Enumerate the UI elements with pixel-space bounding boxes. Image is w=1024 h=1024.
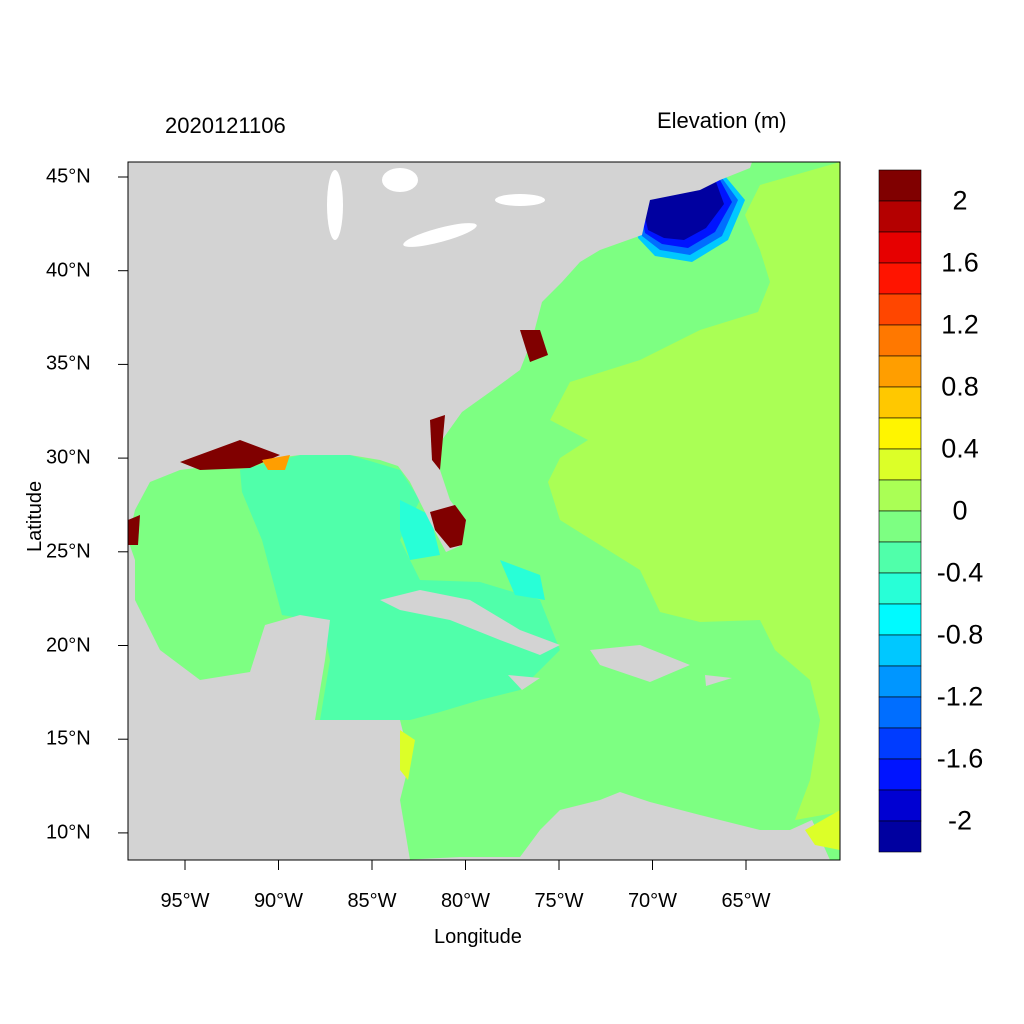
y-tick-label: 35°N	[46, 352, 91, 375]
colorbar-swatch	[878, 510, 922, 543]
variable-title: Elevation (m)	[657, 108, 787, 133]
colorbar-swatch	[878, 293, 922, 326]
coastal-positive-area	[805, 810, 840, 850]
x-tick-label: 95°W	[160, 890, 210, 912]
colorbar-swatch	[878, 324, 922, 357]
x-tick-label: 85°W	[347, 890, 397, 912]
south-america-land	[400, 792, 830, 860]
great-lakes	[327, 168, 545, 247]
y-tick-label: 45°N	[46, 165, 91, 188]
coastal-positive-area	[400, 730, 415, 780]
colorbar-label: 1.2	[941, 309, 979, 340]
colorbar-label: -1.2	[936, 681, 984, 712]
x-tick-label: 70°W	[627, 890, 678, 912]
colorbar-swatch	[878, 758, 922, 791]
colorbar-swatch	[878, 634, 922, 667]
colorbar-swatch	[878, 479, 922, 512]
puerto-rico-land	[705, 675, 732, 686]
colorbar-swatch	[878, 572, 922, 605]
y-tick-label: 20°N	[46, 634, 91, 656]
x-tick-label: 80°W	[440, 890, 491, 912]
colorbar-swatch	[878, 200, 922, 233]
land-mask	[128, 162, 830, 860]
colorbar-label: -0.4	[936, 557, 984, 588]
atlantic-positive-region	[548, 162, 840, 820]
bahamas-region	[500, 560, 545, 600]
colorbar-label: 0	[952, 495, 968, 526]
colorbar-swatch	[878, 789, 922, 822]
hispaniola-land	[590, 645, 690, 682]
colorbar-label: 0.4	[941, 433, 979, 464]
x-tick-label: 75°W	[534, 890, 584, 912]
colorbar-label: -2	[947, 805, 973, 836]
colorbar-swatch	[878, 262, 922, 295]
colorbar-swatch	[878, 417, 922, 450]
colorbar-swatch	[878, 727, 922, 760]
gulf-caribbean-negative-region	[240, 455, 560, 720]
colorbar-label: -0.8	[936, 619, 984, 650]
colorbar-swatch	[878, 169, 922, 202]
colorbar-swatch	[878, 820, 922, 853]
x-tick-label: 90°W	[253, 890, 304, 912]
colorbar-swatch	[878, 541, 922, 574]
coastal-high-elevation	[128, 330, 548, 548]
colorbar-swatch	[878, 448, 922, 481]
colorbar-swatch	[878, 696, 922, 729]
y-tick-label: 15°N	[46, 727, 91, 750]
colorbar-swatch	[878, 231, 922, 264]
colorbar-label: 2	[952, 185, 968, 216]
colorbar-label: -1.6	[936, 743, 984, 774]
mexico-central-america-land	[128, 540, 410, 860]
colorbar-swatch	[878, 665, 922, 698]
y-tick-label: 25°N	[46, 540, 91, 563]
y-tick-label: 30°N	[46, 446, 91, 469]
colorbar-swatch	[878, 603, 922, 636]
colorbar-label: 0.8	[941, 371, 979, 402]
cuba-land	[380, 590, 560, 655]
timestamp-title: 2020121106	[165, 113, 286, 138]
coastal-positive-area	[262, 455, 290, 470]
jamaica-land	[508, 675, 540, 690]
colorbar-swatch	[878, 386, 922, 419]
x-axis-label: Longitude	[434, 926, 522, 948]
colorbar-label: 1.6	[941, 247, 979, 278]
y-tick-label: 40°N	[46, 259, 91, 282]
y-tick-label: 10°N	[46, 821, 91, 844]
colorbar-swatch	[878, 355, 922, 388]
north-america-land	[128, 162, 752, 552]
x-tick-label: 65°W	[721, 890, 771, 912]
plot-frame	[127, 161, 841, 861]
y-axis-label: Latitude	[24, 480, 46, 552]
